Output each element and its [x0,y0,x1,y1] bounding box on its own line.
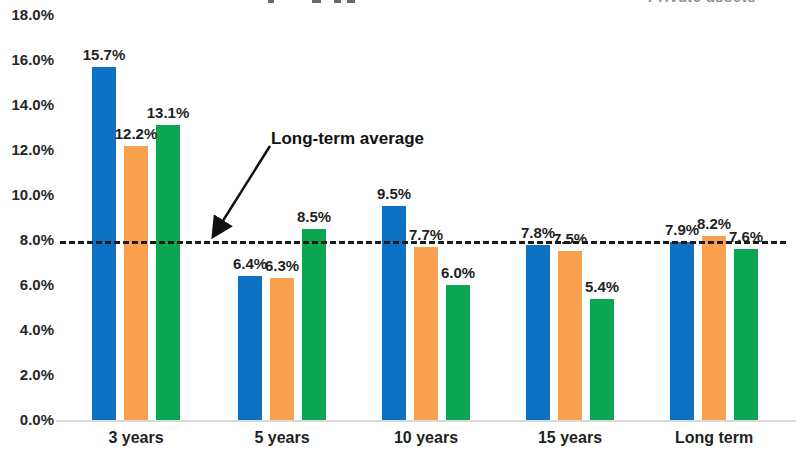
bar-value-label: 6.3% [250,257,314,274]
cropped-title-fragment [334,0,341,3]
cropped-legend-label: Private assets [648,0,778,6]
cropped-title-fragment [268,0,274,3]
bar [446,285,470,420]
bar [590,299,614,421]
bar-value-label: 13.1% [136,104,200,121]
bar [124,146,148,421]
bar [270,278,294,420]
cropped-legend-label-text: Private assets [648,0,756,5]
bar-value-label: 6.0% [426,264,490,281]
bar-value-label: 15.7% [72,46,136,63]
bar [238,276,262,420]
y-axis-tick-label: 6.0% [0,276,54,294]
x-axis-category-label: 3 years [76,429,196,447]
x-axis-line [56,420,796,422]
bar-value-label: 8.5% [282,208,346,225]
y-axis-tick-label: 12.0% [0,141,54,159]
reference-line [60,241,786,244]
bar-value-label: 7.7% [394,226,458,243]
y-axis-tick-label: 2.0% [0,366,54,384]
x-axis-category-label: 5 years [222,429,342,447]
annotation-arrow-icon [198,138,282,246]
bar [734,249,758,420]
chart: Private assets 0.0% 2.0% 4.0% 6.0% 8.0% 10.0%… [0,0,800,450]
y-axis-tick-label: 0.0% [0,411,54,429]
y-axis-tick-label: 16.0% [0,51,54,69]
y-axis-tick-label: 8.0% [0,231,54,249]
y-axis-tick-label: 4.0% [0,321,54,339]
bar [526,245,550,421]
bar [670,242,694,420]
bar-value-label: 5.4% [570,278,634,295]
bar-value-label: 9.5% [362,185,426,202]
x-axis-category-label: 10 years [366,429,486,447]
bar-value-label: 12.2% [104,125,168,142]
x-axis-category-label: Long term [654,429,774,447]
y-axis-tick-label: 14.0% [0,96,54,114]
y-axis-tick-label: 18.0% [0,6,54,24]
cropped-title-fragment [347,0,355,3]
cropped-title-fragment [312,0,321,3]
bar [156,125,180,420]
y-axis-tick-label: 10.0% [0,186,54,204]
bar-value-label: 7.5% [538,230,602,247]
x-axis-category-label: 15 years [510,429,630,447]
annotation-long-term-average: Long-term average [271,129,424,149]
bar [702,236,726,421]
